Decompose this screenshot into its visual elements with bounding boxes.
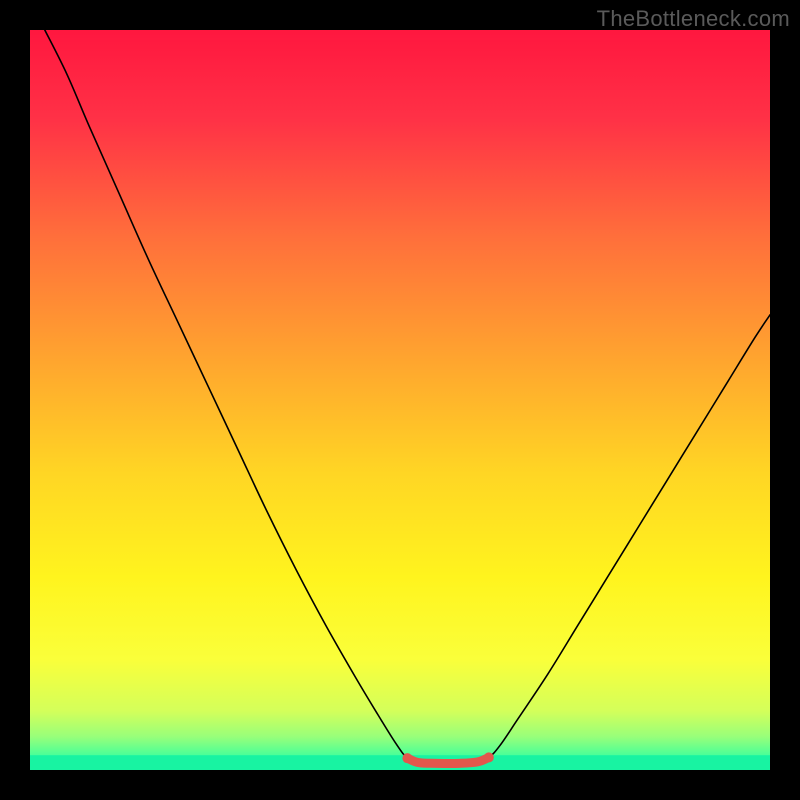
watermark-text: TheBottleneck.com: [597, 6, 790, 32]
chart-svg: [0, 0, 800, 800]
bottleneck-curve-chart: TheBottleneck.com: [0, 0, 800, 800]
